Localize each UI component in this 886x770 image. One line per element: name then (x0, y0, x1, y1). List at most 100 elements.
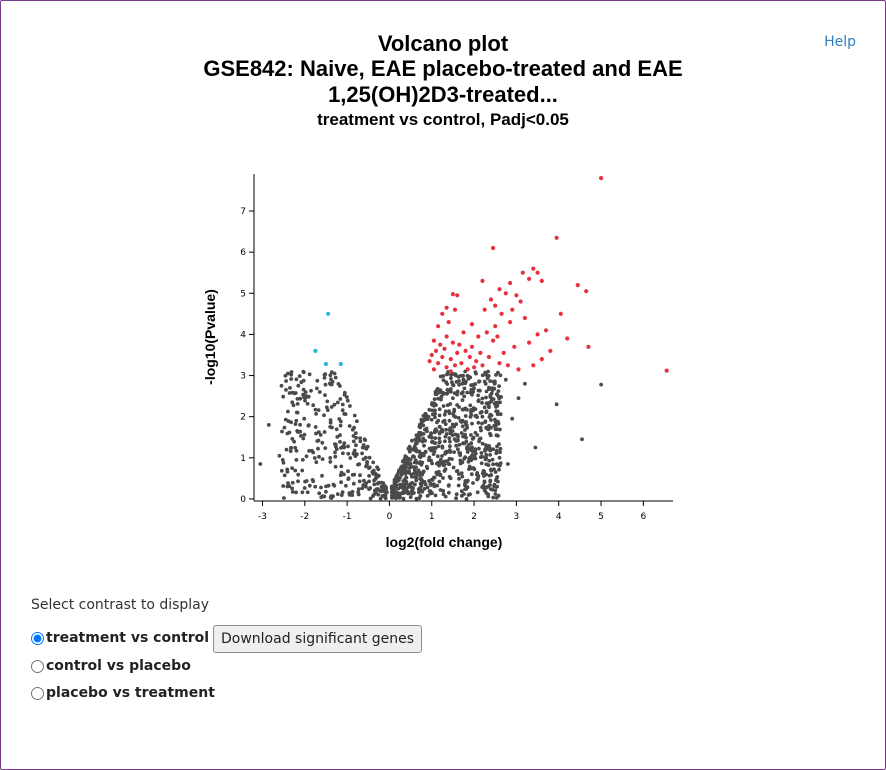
gene-point-ns (281, 394, 286, 399)
radio-input-control-vs-placebo[interactable] (31, 659, 44, 673)
gene-point-ns (447, 462, 452, 467)
gene-point-ns (328, 460, 333, 464)
gene-point-ns (340, 402, 345, 407)
gene-point-ns (429, 417, 434, 422)
gene-point-ns (323, 393, 327, 397)
gene-point-ns (289, 420, 293, 425)
gene-point-ns (332, 402, 337, 407)
gene-point-up (472, 365, 477, 370)
gene-point-ns (469, 441, 474, 446)
gene-point-ns (339, 446, 343, 450)
gene-point-ns (280, 458, 285, 462)
gene-point-ns (454, 439, 458, 443)
gene-point-ns (486, 447, 491, 451)
gene-point-ns (294, 458, 299, 462)
gene-point-ns (463, 381, 468, 386)
gene-point-ns (435, 387, 440, 391)
radio-label: treatment vs control (46, 630, 210, 646)
gene-point-ns (304, 479, 309, 483)
y-tick-label: 7 (240, 207, 246, 217)
radio-input-placebo-vs-treatment[interactable] (31, 686, 44, 700)
chart-title-dataset-cont: 1,25(OH)2D3-treated... (328, 82, 558, 107)
gene-point-ns (457, 442, 462, 447)
gene-point-ns (395, 472, 400, 477)
gene-point-ns (420, 489, 425, 494)
gene-point-ns (404, 490, 409, 495)
gene-point-ns (471, 449, 475, 454)
gene-point-up (493, 303, 498, 308)
gene-point-ns (356, 462, 360, 467)
gene-point-ns (496, 433, 500, 438)
gene-point-ns (313, 484, 318, 489)
gene-point-ns (347, 424, 352, 428)
gene-point-ns (478, 411, 483, 415)
gene-point-ns (473, 407, 478, 411)
gene-point-ns (447, 418, 452, 423)
gene-point-ns (475, 415, 479, 419)
gene-point-ns (447, 436, 452, 441)
gene-point-ns (477, 379, 482, 384)
gene-point-ns (398, 483, 403, 488)
gene-point-up (531, 266, 536, 271)
gene-point-ns (442, 418, 447, 423)
x-tick-label: -1 (343, 512, 352, 522)
gene-point-up (508, 280, 513, 286)
gene-point-up (446, 320, 451, 325)
gene-point-ns (304, 394, 308, 398)
gene-point-ns (281, 460, 286, 465)
gene-point-ns (476, 393, 480, 398)
gene-point-ns (299, 434, 303, 438)
gene-point-ns (347, 492, 352, 496)
gene-point-ns (365, 444, 370, 449)
gene-point-ns (418, 481, 423, 486)
gene-point-ns (300, 457, 305, 462)
gene-point-ns (323, 446, 328, 450)
gene-point-ns (461, 434, 465, 439)
gene-point-ns (457, 450, 462, 455)
gene-point-ns (286, 409, 290, 414)
gene-point-ns (599, 382, 603, 387)
gene-point-ns (476, 388, 481, 393)
gene-point-ns (407, 466, 412, 470)
gene-point-ns (302, 486, 307, 490)
gene-point-ns (302, 432, 307, 437)
gene-point-ns (475, 433, 480, 437)
gene-point-ns (313, 425, 318, 429)
gene-point-up (427, 359, 432, 364)
gene-point-up (510, 307, 515, 312)
radio-input-treatment-vs-control[interactable] (31, 631, 44, 645)
gene-point-ns (368, 486, 373, 490)
gene-point-ns (346, 451, 351, 456)
radio-control-vs-placebo[interactable]: control vs placebo (31, 658, 191, 674)
gene-point-ns (451, 412, 456, 416)
gene-point-ns (488, 467, 493, 472)
radio-treatment-vs-control[interactable]: treatment vs control (31, 630, 209, 646)
gene-point-ns (367, 455, 372, 460)
gene-point-up (508, 320, 513, 325)
gene-point-ns (403, 472, 408, 476)
gene-point-ns (283, 373, 288, 378)
gene-point-ns (298, 396, 303, 401)
gene-point-down (326, 311, 331, 316)
gene-point-ns (438, 472, 443, 477)
gene-point-ns (465, 425, 469, 430)
gene-point-up (455, 350, 460, 355)
gene-point-ns (437, 413, 442, 418)
gene-point-ns (554, 402, 559, 407)
gene-point-ns (498, 412, 503, 417)
gene-point-ns (463, 414, 468, 418)
radio-placebo-vs-treatment[interactable]: placebo vs treatment (31, 685, 215, 701)
help-link[interactable]: Help (824, 34, 856, 50)
gene-point-ns (293, 468, 298, 473)
gene-point-ns (301, 387, 306, 392)
gene-point-ns (456, 434, 460, 439)
y-tick-label: 3 (240, 372, 246, 382)
gene-point-ns (484, 472, 488, 477)
gene-point-ns (367, 479, 371, 484)
gene-point-up (497, 287, 502, 292)
gene-point-up (497, 361, 502, 366)
download-significant-genes-button[interactable]: Download significant genes (213, 625, 423, 653)
gene-point-ns (351, 439, 356, 444)
gene-point-ns (362, 478, 366, 483)
gene-point-ns (329, 370, 334, 375)
